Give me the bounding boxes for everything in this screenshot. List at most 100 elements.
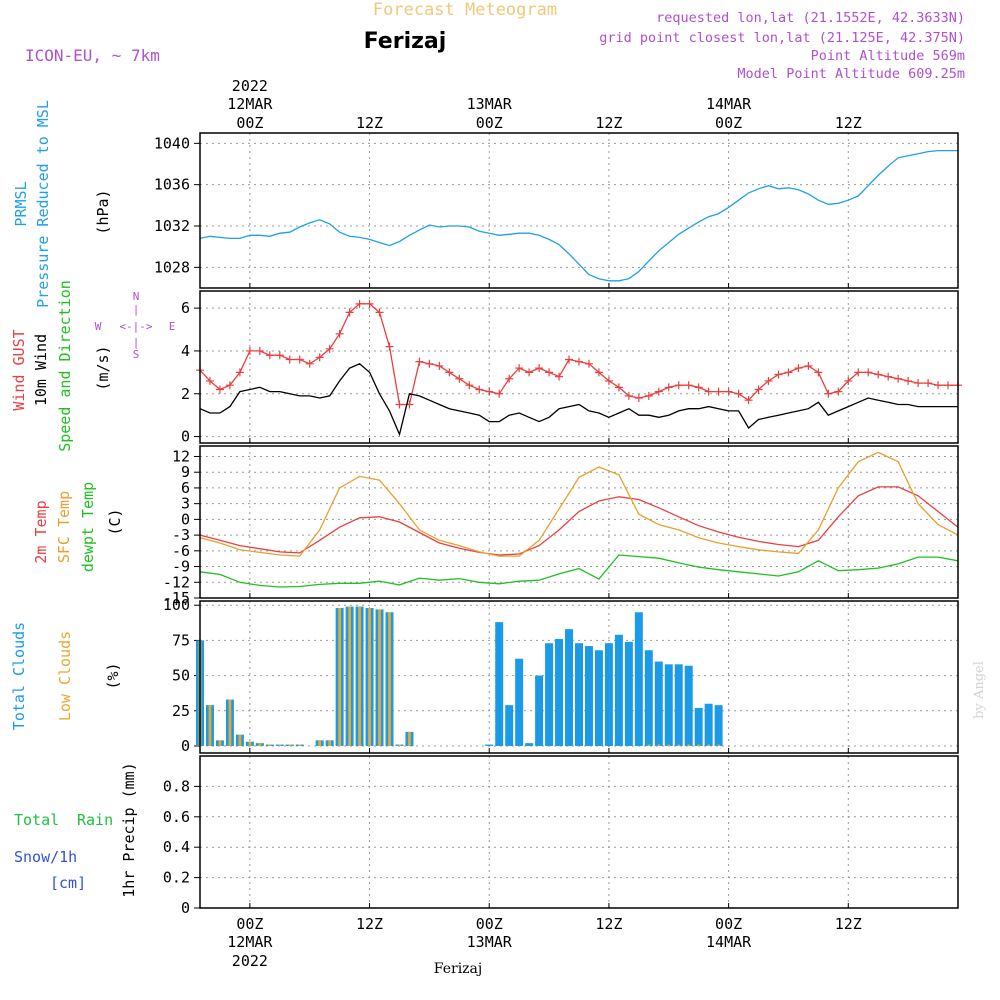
bar-low xyxy=(338,608,342,746)
y-tick-label: -12 xyxy=(163,573,190,591)
wind-label-gust: Wind GUST xyxy=(10,329,28,410)
y-tick-label: 12 xyxy=(172,447,190,465)
bar-total xyxy=(505,705,514,746)
bottom-date-label: 14MAR xyxy=(706,933,752,951)
bottom-tick-label: 12Z xyxy=(356,915,383,933)
gust-marker xyxy=(225,381,234,390)
compass-w: W xyxy=(95,320,102,333)
bar-low xyxy=(248,741,252,746)
top-tick-label: 00Z xyxy=(236,114,263,132)
gust-marker xyxy=(804,361,813,370)
bar-total xyxy=(575,643,583,746)
gust-marker xyxy=(744,396,753,405)
bar-low xyxy=(288,744,292,746)
gust-marker xyxy=(525,368,534,377)
series-line-wind-1 xyxy=(199,363,958,437)
bar-total xyxy=(535,675,544,746)
bar-low xyxy=(378,609,381,746)
cloud-label-total: Total Clouds xyxy=(10,622,28,730)
panel-frame xyxy=(199,132,959,289)
gust-marker xyxy=(844,376,853,385)
bar-low xyxy=(657,744,661,746)
bar-total xyxy=(555,639,564,746)
gust-marker xyxy=(245,346,254,355)
precip-label-cm: [cm] xyxy=(50,874,86,892)
top-year-label: 2022 xyxy=(232,77,268,95)
y-tick-label: 1032 xyxy=(154,217,190,235)
temp-label-2m: 2m Temp xyxy=(32,500,50,563)
gust-marker xyxy=(235,368,244,377)
model-altitude: Model Point Altitude 609.25m xyxy=(737,66,965,82)
gust-marker xyxy=(465,381,474,390)
bar-total xyxy=(485,744,494,746)
requested-coords: requested lon,lat (21.1552E, 42.3633N) xyxy=(656,10,965,26)
cloud-label-unit: (%) xyxy=(104,662,122,689)
bottom-tick-label: 12Z xyxy=(835,915,862,933)
gust-marker xyxy=(535,364,544,373)
bar-total xyxy=(714,705,723,746)
top-tick-label: 12Z xyxy=(595,114,622,132)
gust-marker xyxy=(704,387,713,396)
bar-low xyxy=(368,608,371,746)
y-tick-label: 2 xyxy=(181,385,190,403)
top-tick-label: 12Z xyxy=(356,114,383,132)
bar-low xyxy=(228,699,232,746)
panel-clouds: 0 25 50 75 100 xyxy=(163,596,959,755)
cloud-label-low: Low Clouds xyxy=(56,631,74,721)
location-title: Ferizaj xyxy=(364,29,447,54)
bar-total xyxy=(594,650,603,746)
bar-low xyxy=(258,743,262,746)
wind-label-dir: Speed and Direction xyxy=(56,280,74,452)
bar-low xyxy=(318,740,322,746)
wind-label-unit: (m/s) xyxy=(94,345,112,390)
gust-marker xyxy=(255,346,264,355)
gust-marker xyxy=(874,370,883,379)
gust-marker xyxy=(575,357,583,366)
bar-low xyxy=(218,740,222,746)
y-tick-label: 0 xyxy=(181,428,190,446)
bar-low xyxy=(268,744,272,746)
y-tick-label: -3 xyxy=(172,526,190,544)
panel-frame xyxy=(199,755,959,909)
compass-h: <-|-> xyxy=(119,320,152,333)
panel-pressure: 1028 1032 1036 1040 xyxy=(154,132,959,289)
temp-label-unit: (C) xyxy=(106,508,124,535)
bar-total xyxy=(694,707,703,746)
bottom-tick-label: 00Z xyxy=(236,915,263,933)
panel-precip: 0 0.2 0.4 0.6 0.8 xyxy=(163,755,959,917)
gust-marker xyxy=(884,372,893,381)
point-altitude: Point Altitude 569m xyxy=(811,48,965,64)
gust-marker xyxy=(904,376,913,385)
plot-area: 10281032103610400246-15-12-9-6-303691202… xyxy=(154,77,962,970)
top-date-label: 13MAR xyxy=(467,95,513,113)
bar-low xyxy=(388,612,391,746)
bar-low xyxy=(707,744,711,746)
bottom-date-label: 13MAR xyxy=(467,933,513,951)
bottom-tick-label: 00Z xyxy=(715,915,742,933)
y-tick-label: 100 xyxy=(163,596,190,614)
cloud-labels: Total Clouds Low Clouds (%) xyxy=(10,622,122,730)
gust-marker xyxy=(634,394,643,403)
gust-marker xyxy=(614,383,623,392)
y-tick-label: 1036 xyxy=(154,176,190,194)
grid-coords: grid point closest lon,lat (21.125E, 42.… xyxy=(599,30,965,46)
gust-marker xyxy=(285,355,294,364)
gust-marker xyxy=(924,379,933,388)
gust-marker xyxy=(205,376,214,385)
bar-total xyxy=(704,703,713,746)
bar-total xyxy=(644,650,653,746)
gust-marker xyxy=(824,389,833,398)
bar-total xyxy=(515,658,524,746)
bar-total xyxy=(654,661,663,746)
top-date-label: 14MAR xyxy=(706,95,752,113)
bar-low xyxy=(408,731,411,746)
precip-label-total: Total xyxy=(14,811,59,829)
bar-total xyxy=(624,641,633,746)
bar-low xyxy=(697,744,701,746)
bottom-tick-label: 00Z xyxy=(476,915,503,933)
gust-marker xyxy=(475,385,484,394)
gust-marker xyxy=(944,381,953,390)
y-tick-label: 0.2 xyxy=(163,869,190,887)
gust-marker xyxy=(754,385,763,394)
